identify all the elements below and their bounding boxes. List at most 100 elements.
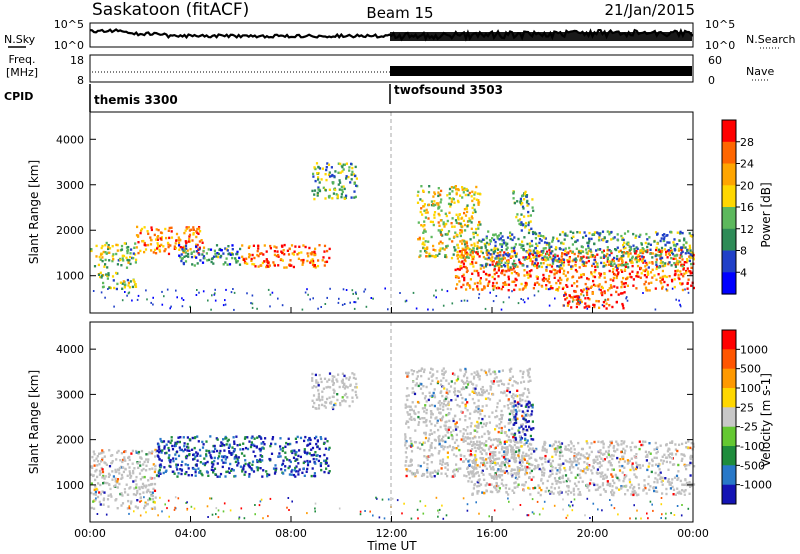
power-cell xyxy=(438,249,441,252)
velocity-cell xyxy=(422,370,426,374)
velocity-cell xyxy=(521,423,524,426)
velocity-cell xyxy=(674,448,677,451)
power-cell xyxy=(558,247,561,250)
velocity-cell xyxy=(290,470,293,473)
power-cell xyxy=(214,299,217,302)
velocity-cell xyxy=(289,460,292,464)
velocity-cell xyxy=(685,464,688,467)
power-cell xyxy=(525,282,528,285)
power-cell xyxy=(606,260,609,263)
power-cell xyxy=(515,252,518,255)
velocity-cell xyxy=(505,434,508,437)
power-cell xyxy=(468,284,471,287)
velocity-cell xyxy=(334,403,337,407)
power-cell xyxy=(440,228,444,232)
velocity-cell xyxy=(96,460,100,463)
power-cell xyxy=(636,264,640,268)
power-cell xyxy=(425,255,428,258)
velocity-cell xyxy=(538,486,541,490)
velocity-cell xyxy=(413,417,416,421)
velocity-cell xyxy=(492,370,495,374)
power-cell xyxy=(601,230,605,233)
velocity-cell xyxy=(468,442,471,446)
velocity-cell xyxy=(329,402,332,405)
velocity-cell xyxy=(497,438,500,441)
power-cell xyxy=(531,263,534,266)
velocity-cell xyxy=(623,460,626,463)
power-cell xyxy=(684,252,687,255)
power-cell xyxy=(569,296,573,299)
power-cell xyxy=(487,243,490,246)
velocity-cell xyxy=(548,475,551,478)
velocity-cell xyxy=(167,449,171,452)
velocity-cell xyxy=(629,446,632,449)
velocity-cell xyxy=(473,410,476,414)
power-cell xyxy=(317,186,320,189)
velocity-cell xyxy=(325,467,328,470)
velocity-cell xyxy=(490,380,493,383)
velocity-cell xyxy=(430,461,433,464)
power-cell xyxy=(579,259,582,262)
velocity-cell xyxy=(296,435,299,439)
power-cell xyxy=(606,256,610,259)
velocity-cell xyxy=(590,442,593,445)
velocity-cell xyxy=(476,443,479,446)
power-cell xyxy=(111,275,115,278)
power-cell xyxy=(265,265,268,269)
power-cell xyxy=(188,240,191,243)
power-cell xyxy=(655,267,658,271)
velocity-cell xyxy=(508,390,511,394)
velocity-cell xyxy=(410,369,413,372)
velocity-cell xyxy=(516,485,519,488)
power-cell xyxy=(339,162,342,166)
power-cell xyxy=(526,251,529,254)
power-cell xyxy=(513,201,516,205)
power-cell xyxy=(300,259,303,262)
velocity-cell xyxy=(635,456,638,459)
power-cell xyxy=(472,265,475,268)
power-cell xyxy=(497,262,500,265)
velocity-cell xyxy=(413,411,416,415)
velocity-cell xyxy=(498,457,501,460)
power-cell xyxy=(562,248,565,251)
velocity-cell xyxy=(529,447,532,450)
velocity-cell xyxy=(602,442,605,445)
power-cell xyxy=(209,248,213,251)
velocity-cell xyxy=(683,490,686,493)
power-cell xyxy=(450,200,453,203)
power-cell xyxy=(476,241,479,244)
power-cell xyxy=(586,307,589,310)
velocity-cell xyxy=(484,424,487,427)
velocity-cell xyxy=(479,421,483,425)
velocity-cell xyxy=(96,455,99,458)
power-cell xyxy=(201,261,205,264)
velocity-cell xyxy=(256,436,259,439)
power-cell xyxy=(547,277,550,281)
velocity-cell xyxy=(429,471,432,474)
power-cell xyxy=(545,243,548,246)
power-cell xyxy=(490,248,493,252)
power-cell xyxy=(502,301,505,304)
power-cell xyxy=(256,249,259,253)
velocity-cell xyxy=(513,456,516,459)
velocity-cell xyxy=(602,453,605,456)
power-cell xyxy=(518,258,521,261)
velocity-cell xyxy=(586,483,589,487)
power-cell xyxy=(251,294,254,297)
velocity-cell xyxy=(95,457,98,460)
power-cell xyxy=(561,258,564,261)
power-cell xyxy=(528,256,531,260)
power-cell xyxy=(127,292,130,295)
velocity-cell xyxy=(212,471,215,474)
velocity-cell xyxy=(658,473,661,476)
velocity-cell xyxy=(434,446,437,450)
power-cell xyxy=(596,263,599,267)
power-cell xyxy=(424,216,427,219)
power-cell xyxy=(671,251,674,254)
velocity-cell xyxy=(446,456,449,459)
power-cell xyxy=(559,258,562,262)
velocity-cell xyxy=(461,435,465,438)
velocity-cell xyxy=(426,466,429,470)
velocity-cell xyxy=(162,440,166,443)
velocity-cell xyxy=(146,460,149,464)
